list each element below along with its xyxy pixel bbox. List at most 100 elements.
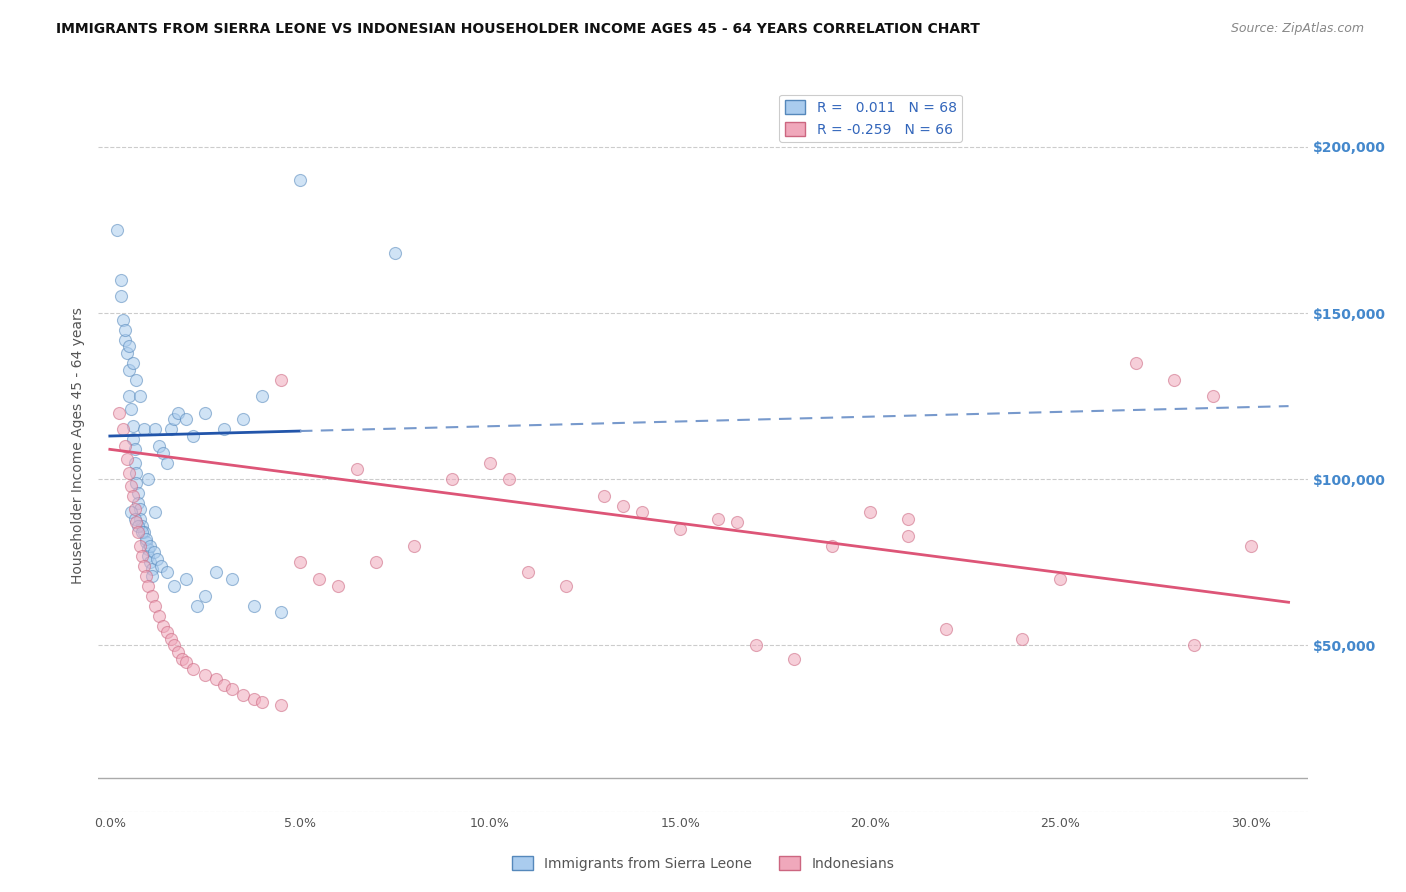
Point [145, 506, 167, 520]
Point [120, 402, 142, 417]
Text: IMMIGRANTS FROM SIERRA LEONE VS INDONESIAN HOUSEHOLDER INCOME AGES 45 - 64 YEARS: IMMIGRANTS FROM SIERRA LEONE VS INDONESI… [56, 22, 980, 37]
Point [118, 466, 141, 480]
Point [221, 681, 243, 696]
Point [183, 662, 205, 676]
Point [141, 589, 163, 603]
Point [129, 502, 152, 516]
Legend: R =   0.011   N = 68, R = -0.259   N = 66: R = 0.011 N = 68, R = -0.259 N = 66 [779, 95, 962, 142]
Point [167, 406, 190, 420]
Point [131, 549, 153, 563]
Point [121, 433, 143, 447]
Point [288, 173, 311, 187]
Point [112, 422, 135, 436]
Point [159, 422, 181, 436]
Point [114, 439, 136, 453]
Point [152, 445, 174, 459]
Point [669, 522, 692, 536]
Point [141, 562, 163, 576]
Point [139, 555, 162, 569]
Point [127, 518, 149, 533]
Point [725, 516, 748, 530]
Point [183, 429, 205, 443]
Point [135, 568, 157, 582]
Point [108, 406, 131, 420]
Point [124, 456, 146, 470]
Point [121, 356, 143, 370]
Point [120, 479, 142, 493]
Point [136, 549, 159, 563]
Point [326, 579, 349, 593]
Point [125, 372, 148, 386]
Point [156, 625, 179, 640]
Point [131, 518, 153, 533]
Point [174, 655, 197, 669]
Point [159, 632, 181, 646]
Point [270, 372, 292, 386]
Point [110, 273, 132, 287]
Point [129, 389, 152, 403]
Point [167, 645, 190, 659]
Point [232, 689, 254, 703]
Point [194, 406, 217, 420]
Point [150, 558, 173, 573]
Point [1239, 539, 1261, 553]
Point [146, 552, 169, 566]
Point [118, 389, 141, 403]
Point [132, 525, 155, 540]
Point [174, 572, 197, 586]
Point [136, 472, 159, 486]
Point [131, 525, 153, 540]
Point [163, 639, 186, 653]
Point [859, 506, 882, 520]
Point [935, 622, 957, 636]
Point [152, 618, 174, 632]
Point [745, 639, 768, 653]
Point [270, 698, 292, 713]
Point [163, 412, 186, 426]
Point [194, 668, 217, 682]
Point [243, 691, 266, 706]
Point [186, 599, 208, 613]
Point [124, 512, 146, 526]
Point [517, 566, 540, 580]
Point [194, 589, 217, 603]
Point [132, 422, 155, 436]
Point [135, 532, 157, 546]
Legend: Immigrants from Sierra Leone, Indonesians: Immigrants from Sierra Leone, Indonesian… [506, 850, 900, 876]
Point [107, 223, 129, 237]
Point [156, 456, 179, 470]
Point [139, 539, 162, 553]
Point [112, 312, 135, 326]
Point [121, 419, 143, 434]
Point [110, 289, 132, 303]
Point [114, 333, 136, 347]
Point [288, 555, 311, 569]
Point [205, 566, 228, 580]
Point [205, 672, 228, 686]
Point [145, 422, 167, 436]
Point [384, 246, 406, 260]
Point [897, 529, 920, 543]
Point [132, 558, 155, 573]
Point [212, 422, 235, 436]
Point [127, 525, 149, 540]
Point [364, 555, 387, 569]
Point [631, 506, 654, 520]
Text: Source: ZipAtlas.com: Source: ZipAtlas.com [1230, 22, 1364, 36]
Point [136, 542, 159, 557]
Point [1163, 372, 1185, 386]
Point [125, 466, 148, 480]
Point [127, 485, 149, 500]
Point [221, 572, 243, 586]
Point [441, 472, 464, 486]
Point [346, 462, 368, 476]
Point [174, 412, 197, 426]
Point [114, 323, 136, 337]
Point [141, 568, 163, 582]
Point [156, 566, 179, 580]
Point [124, 442, 146, 457]
Point [232, 412, 254, 426]
Point [125, 516, 148, 530]
Point [707, 512, 730, 526]
Point [118, 362, 141, 376]
